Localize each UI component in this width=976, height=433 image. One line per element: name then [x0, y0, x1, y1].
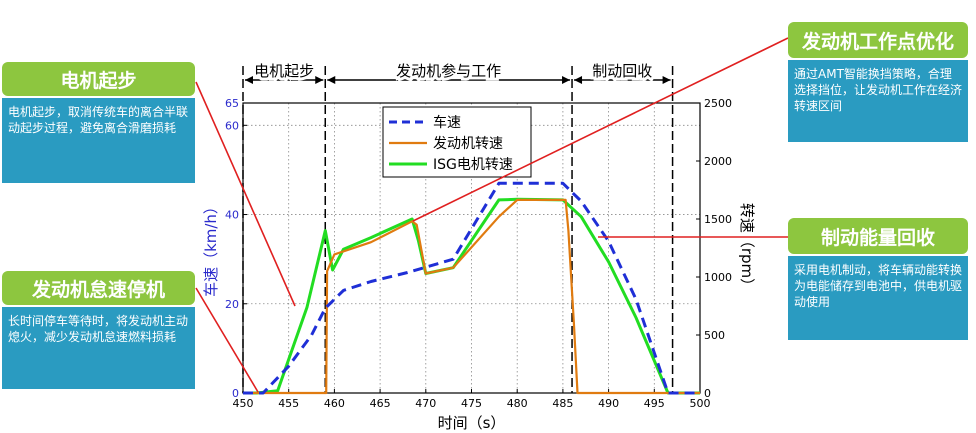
x-tick-label: 475 — [461, 397, 482, 410]
series-line-1 — [243, 198, 700, 395]
y-right-tick-label: 1500 — [704, 213, 732, 226]
pointer-engine-opt — [412, 37, 789, 222]
y-left-tick-label: 60 — [225, 119, 239, 132]
legend-label: 发动机转速 — [433, 136, 503, 152]
pointer-motor-start — [195, 81, 296, 307]
phase-label: 电机起步 — [254, 62, 314, 80]
x-tick-label: 480 — [507, 397, 528, 410]
callout-motor-start-text: 电机起步，取消传统车的离合半联动起步过程，避免离合滑磨损耗 — [2, 98, 195, 183]
phase-label: 制动回收 — [592, 62, 652, 80]
y-left-tick-label: 0 — [232, 387, 239, 400]
callout-idle-stop-title: 发动机怠速停机 — [2, 271, 195, 305]
x-tick-label: 450 — [233, 397, 254, 410]
phase-arrow-head-left — [574, 76, 583, 84]
y-left-tick-label: 20 — [225, 298, 239, 311]
y-right-tick-label: 1000 — [704, 271, 732, 284]
x-axis-label: 时间（s） — [438, 414, 506, 432]
callout-idle-stop-text: 长时间停车等待时，将发动机主动熄火，减少发动机怠速燃料损耗 — [2, 307, 195, 389]
y-left-tick-label: 65 — [225, 97, 239, 110]
y-right-tick-label: 500 — [704, 329, 725, 342]
y-left-axis-label: 车速（km/h） — [202, 199, 220, 297]
x-tick-label: 465 — [370, 397, 391, 410]
x-tick-label: 485 — [552, 397, 573, 410]
y-right-axis-label: 转速（rpm） — [738, 203, 756, 293]
y-right-tick-label: 2000 — [704, 155, 732, 168]
x-tick-label: 490 — [598, 397, 619, 410]
x-tick-label: 470 — [415, 397, 436, 410]
callout-engine-opt-title: 发动机工作点优化 — [788, 22, 968, 58]
phase-arrow-head-left — [327, 76, 336, 84]
x-tick-label: 500 — [690, 397, 711, 410]
callout-regen-text: 采用电机制动，将车辆动能转换为电能储存到电池中，供电机驱动使用 — [788, 256, 968, 340]
phase-arrow-head-right — [562, 76, 571, 84]
y-left-tick-label: 40 — [225, 209, 239, 222]
phase-label: 发动机参与工作 — [396, 62, 501, 80]
x-tick-label: 495 — [644, 397, 665, 410]
y-right-tick-label: 0 — [704, 387, 711, 400]
legend-label: ISG电机转速 — [433, 157, 513, 173]
phase-arrow-head-right — [315, 76, 324, 84]
callout-motor-start-title: 电机起步 — [2, 62, 195, 96]
legend-label: 车速 — [433, 114, 461, 131]
pointer-idle-stop — [195, 287, 259, 393]
x-tick-label: 455 — [278, 397, 299, 410]
phase-arrow-head-right — [662, 76, 671, 84]
series-line-0 — [243, 181, 700, 395]
callout-regen-title: 制动能量回收 — [788, 218, 968, 254]
x-tick-label: 460 — [324, 397, 345, 410]
phase-arrow-head-left — [245, 76, 253, 84]
y-right-tick-label: 2500 — [704, 97, 732, 110]
callout-engine-opt-text: 通过AMT智能换挡策略，合理选择挡位，让发动机工作在经济转速区间 — [788, 60, 968, 142]
